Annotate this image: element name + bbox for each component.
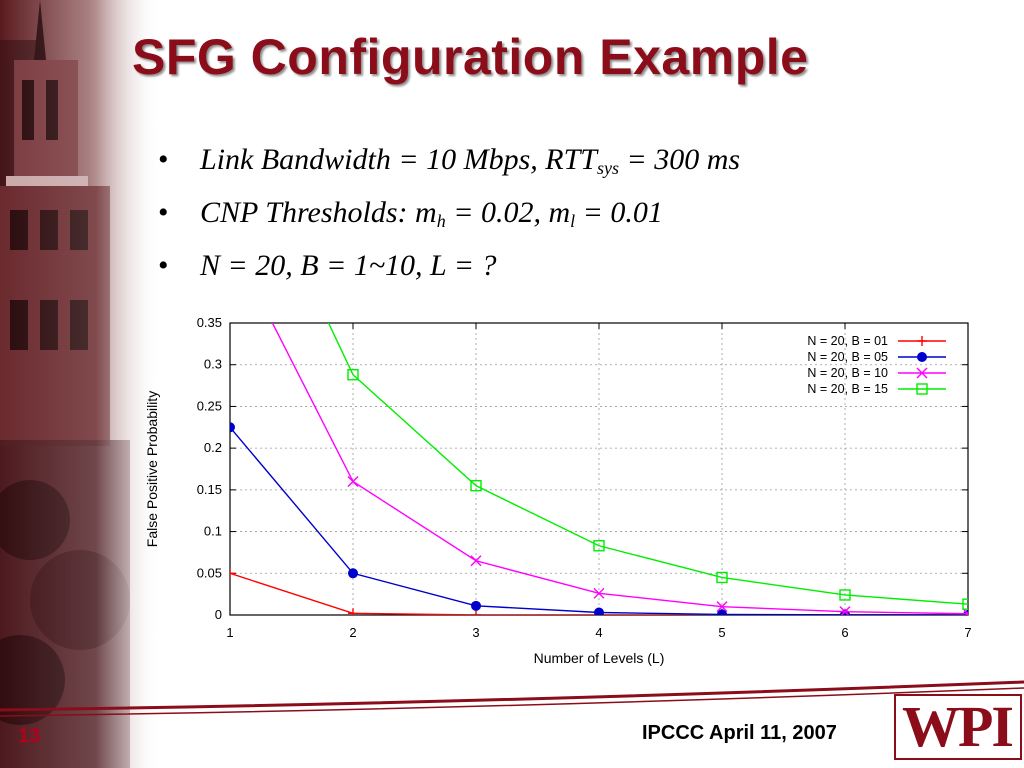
cross-marker-b [916,367,928,379]
legend-marker [916,383,928,395]
grid-lines [230,323,968,615]
bullet-marker: • [158,196,169,229]
legend-label: N = 20, B = 05 [807,350,888,364]
x-tick-label: 7 [964,625,971,640]
bullet-item: • Link Bandwidth = 10 Mbps, RTTsys = 300… [158,140,740,193]
x-tick-label: 3 [472,625,479,640]
y-tick-label: 0.1 [204,524,222,539]
data-point [471,609,481,615]
slide-title: SFG Configuration Example [132,29,809,85]
y-tick-label: 0.2 [204,440,222,455]
conference-label: IPCCC April 11, 2007 [642,722,837,744]
series-line [327,323,968,605]
y-tick-label: 0 [215,607,222,622]
plot-area [230,323,968,615]
x-tick-label: 5 [718,625,725,640]
x-tick-label: 2 [349,625,356,640]
data-point [962,598,968,610]
y-tick-label: 0.3 [204,357,222,372]
data-point [716,571,728,584]
data-point [347,476,359,488]
cross-marker-b [470,555,482,567]
false-positive-line-chart: 1 2 3 4 5 6 7 0 0.05 0.1 0.15 0.2 0.25 0.3 0.35 Number … [144,315,972,666]
data-point [230,422,235,433]
bullet-item: • CNP Thresholds: mh = 0.02, ml = 0.01 [158,193,740,246]
legend-marker [917,352,927,362]
bullet-marker: • [158,143,169,176]
cross-marker-a [962,608,968,615]
cross-marker-b [347,476,359,488]
wpi-logo: WPI [894,694,1024,768]
series-4 [327,323,968,610]
data-point [716,601,728,613]
data-point [717,609,727,615]
data-point [593,587,605,599]
data-point [470,479,482,492]
legend-label: N = 20, B = 01 [807,334,888,348]
page-number: 13 [18,725,41,747]
y-tick-label: 0.35 [197,315,222,330]
series-2 [230,422,968,615]
legend: N = 20, B = 01 N = 20, B = 05 N = 20, B = … [807,334,946,396]
data-point [348,568,358,579]
campus-tower-photo [0,0,160,768]
y-tick-label: 0.25 [197,398,222,413]
logo-text: WPI [902,694,1014,759]
data-point [962,608,968,615]
data-point [594,607,604,615]
data-point [839,606,851,615]
legend-marker [917,336,927,346]
x-tick-label: 1 [226,625,233,640]
cross-marker-b [593,587,605,599]
series-3 [271,323,968,615]
y-axis-label: False Positive Probability [144,391,160,547]
series-line [230,426,968,615]
data-point [347,369,359,381]
legend-label: N = 20, B = 15 [807,382,888,396]
logo-frame [894,694,1022,760]
footer-divider [0,680,1024,717]
data-point [471,600,481,611]
data-point [230,568,235,579]
cross-marker-b [840,606,851,615]
x-tick-label: 4 [595,625,602,640]
x-axis-label: Number of Levels (L) [534,650,665,666]
bullet-list: • Link Bandwidth = 10 Mbps, RTTsys = 300… [158,140,740,299]
data-point [839,589,851,601]
data-point [963,609,968,615]
bullet-item: • N = 20, B = 1~10, L = ? [158,246,740,299]
x-tick-label: 6 [841,625,848,640]
y-tick-label: 0.15 [197,482,222,497]
legend-label: N = 20, B = 10 [807,366,888,380]
data-point [348,608,358,615]
bullet-marker: • [158,249,169,282]
cross-marker-b [716,601,728,613]
data-point [593,540,605,552]
y-tick-label: 0.05 [197,565,222,580]
data-point [470,555,482,567]
legend-marker [916,367,928,379]
